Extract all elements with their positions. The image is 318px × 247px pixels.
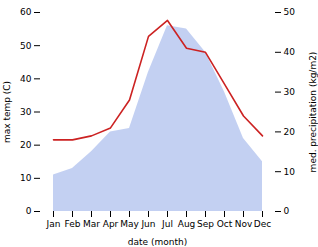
svg-text:0: 0 (284, 206, 290, 216)
svg-text:Mar: Mar (83, 219, 100, 229)
svg-text:20: 20 (284, 127, 296, 137)
svg-text:date (month): date (month) (128, 237, 187, 247)
svg-text:max temp (C): max temp (C) (2, 81, 12, 143)
svg-text:Jan: Jan (46, 219, 61, 229)
svg-text:Apr: Apr (103, 219, 119, 229)
svg-text:50: 50 (20, 41, 32, 51)
svg-text:Dec: Dec (254, 219, 271, 229)
svg-text:50: 50 (284, 7, 296, 17)
svg-text:40: 40 (20, 74, 32, 84)
svg-text:Sep: Sep (197, 219, 214, 229)
svg-text:10: 10 (284, 167, 296, 177)
svg-text:0: 0 (26, 206, 32, 216)
svg-text:May: May (120, 219, 139, 229)
svg-text:Aug: Aug (178, 219, 196, 229)
svg-text:60: 60 (20, 7, 32, 17)
svg-text:30: 30 (20, 107, 32, 117)
svg-text:40: 40 (284, 47, 296, 57)
svg-text:30: 30 (284, 87, 296, 97)
svg-text:Feb: Feb (65, 219, 81, 229)
svg-text:20: 20 (20, 140, 32, 150)
svg-text:med. precipitation (kg/m2): med. precipitation (kg/m2) (308, 52, 318, 173)
svg-text:Nov: Nov (235, 219, 253, 229)
svg-text:Oct: Oct (217, 219, 233, 229)
svg-text:10: 10 (20, 173, 32, 183)
svg-text:Jun: Jun (140, 219, 155, 229)
svg-text:Jul: Jul (161, 219, 173, 229)
